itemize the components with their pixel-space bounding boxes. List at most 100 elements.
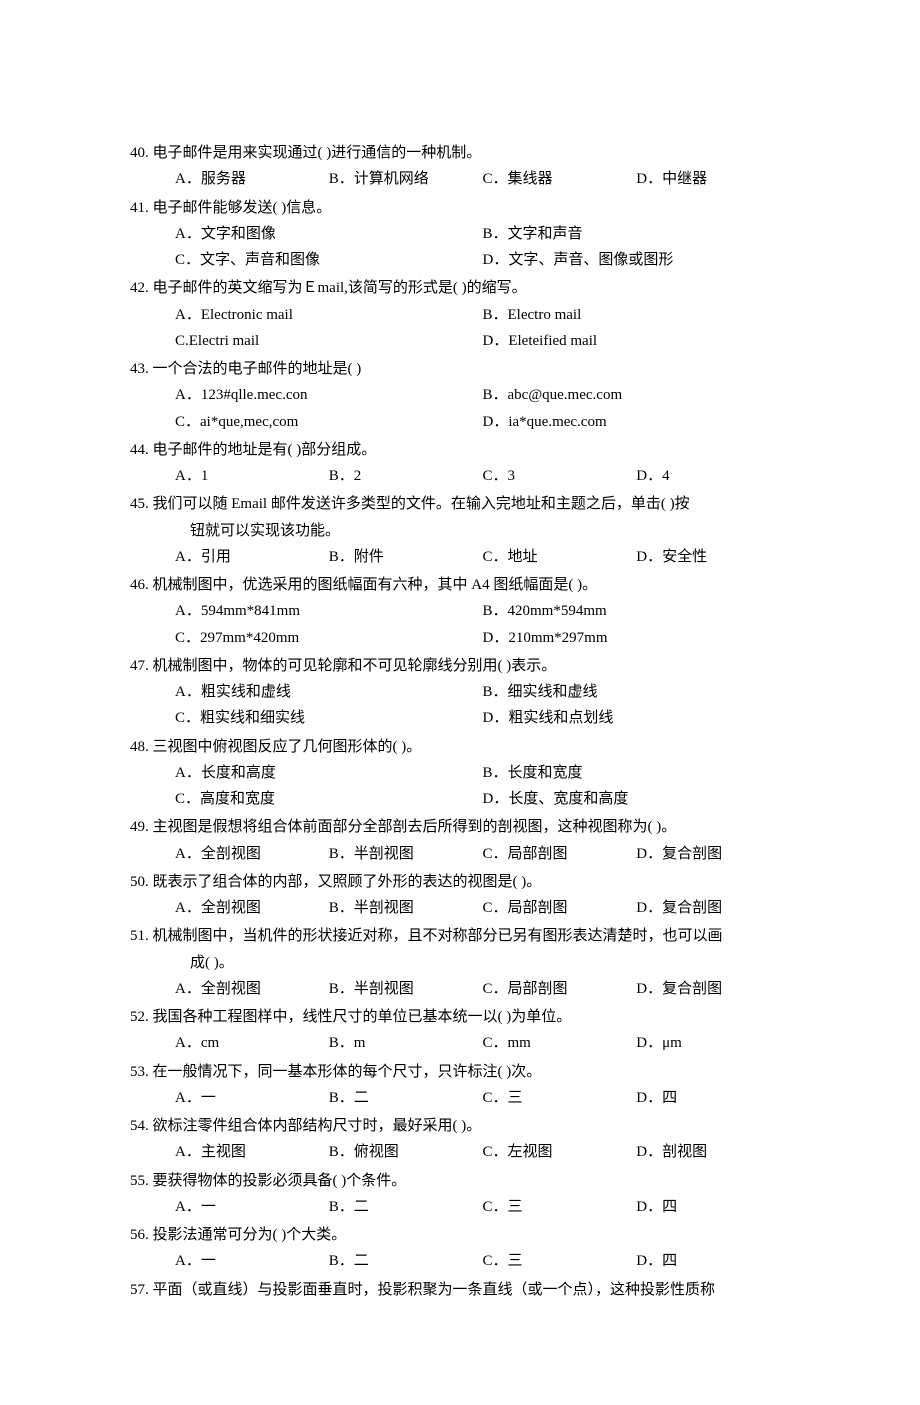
option[interactable]: A．cm: [175, 1030, 329, 1056]
question: 53. 在一般情况下，同一基本形体的每个尺寸，只许标注( )次。A．一B．二C．…: [130, 1059, 790, 1112]
question: 52. 我国各种工程图样中，线性尺寸的单位已基本统一以( )为单位。A．cmB．…: [130, 1004, 790, 1057]
option-label: C．: [175, 791, 200, 807]
option-text: 文字、声音和图像: [200, 252, 320, 268]
option[interactable]: D．Eleteified mail: [483, 328, 791, 354]
option-label: D．: [636, 981, 662, 997]
option-text: 一: [201, 1199, 216, 1215]
option[interactable]: A．服务器: [175, 166, 329, 192]
option-text: 三: [508, 1199, 523, 1215]
option[interactable]: A．1: [175, 463, 329, 489]
option[interactable]: D．210mm*297mm: [483, 625, 791, 651]
option[interactable]: D．复合剖图: [636, 976, 790, 1002]
question-stem: 50. 既表示了组合体的内部，又照顾了外形的表达的视图是( )。: [130, 869, 790, 895]
option-row: A．服务器B．计算机网络C．集线器D．中继器: [130, 166, 790, 192]
option-label: A．: [175, 981, 201, 997]
option[interactable]: C．mm: [483, 1030, 637, 1056]
option[interactable]: D．安全性: [636, 544, 790, 570]
option-label: C．: [483, 468, 508, 484]
option-text: 半剖视图: [354, 981, 414, 997]
option[interactable]: A．粗实线和虚线: [175, 679, 483, 705]
option[interactable]: D．ia*que.mec.com: [483, 409, 791, 435]
option-label: A．: [175, 387, 201, 403]
option[interactable]: D．剖视图: [636, 1139, 790, 1165]
question-stem-continuation: 钮就可以实现该功能。: [130, 518, 790, 544]
question-number: 56.: [130, 1227, 149, 1243]
option[interactable]: C．局部剖图: [483, 976, 637, 1002]
option[interactable]: D．中继器: [636, 166, 790, 192]
option[interactable]: A．全剖视图: [175, 841, 329, 867]
option[interactable]: D．四: [636, 1248, 790, 1274]
option[interactable]: C.Electri mail: [175, 328, 483, 354]
option[interactable]: C．局部剖图: [483, 841, 637, 867]
question: 45. 我们可以随 Email 邮件发送许多类型的文件。在输入完地址和主题之后，…: [130, 491, 790, 570]
option[interactable]: B．半剖视图: [329, 841, 483, 867]
option[interactable]: D．文字、声音、图像或图形: [483, 247, 791, 273]
option[interactable]: A．文字和图像: [175, 221, 483, 247]
option-text: abc@que.mec.com: [508, 387, 623, 403]
option-label: C.: [175, 333, 189, 349]
option[interactable]: B．2: [329, 463, 483, 489]
option[interactable]: B．abc@que.mec.com: [483, 382, 791, 408]
option[interactable]: A．全剖视图: [175, 895, 329, 921]
option[interactable]: C．三: [483, 1194, 637, 1220]
option[interactable]: C．297mm*420mm: [175, 625, 483, 651]
question-number: 44.: [130, 442, 149, 458]
option[interactable]: B．二: [329, 1248, 483, 1274]
option[interactable]: A．长度和高度: [175, 760, 483, 786]
option[interactable]: D．μm: [636, 1030, 790, 1056]
option[interactable]: A．一: [175, 1085, 329, 1111]
option-label: A．: [175, 1199, 201, 1215]
question-stem: 42. 电子邮件的英文缩写为Ｅmail,该简写的形式是( )的缩写。: [130, 275, 790, 301]
option[interactable]: C．地址: [483, 544, 637, 570]
option[interactable]: D．粗实线和点划线: [483, 705, 791, 731]
question: 51. 机械制图中，当机件的形状接近对称，且不对称部分已另有图形表达清楚时，也可…: [130, 923, 790, 1002]
option[interactable]: A．Electronic mail: [175, 302, 483, 328]
option[interactable]: B．附件: [329, 544, 483, 570]
option[interactable]: A．123#qlle.mec.con: [175, 382, 483, 408]
option-label: C．: [483, 981, 508, 997]
option-label: A．: [175, 846, 201, 862]
option[interactable]: B．二: [329, 1085, 483, 1111]
option-label: D．: [636, 171, 662, 187]
option[interactable]: B．细实线和虚线: [483, 679, 791, 705]
option[interactable]: B．m: [329, 1030, 483, 1056]
question-stem-text: 电子邮件能够发送( )信息。: [153, 200, 332, 216]
option[interactable]: C．文字、声音和图像: [175, 247, 483, 273]
option[interactable]: D．四: [636, 1085, 790, 1111]
option[interactable]: B．半剖视图: [329, 976, 483, 1002]
option[interactable]: B．Electro mail: [483, 302, 791, 328]
option[interactable]: C．3: [483, 463, 637, 489]
option[interactable]: A．引用: [175, 544, 329, 570]
question-stem: 54. 欲标注零件组合体内部结构尺寸时，最好采用( )。: [130, 1113, 790, 1139]
option[interactable]: C．ai*que,mec,com: [175, 409, 483, 435]
option[interactable]: C．三: [483, 1248, 637, 1274]
question-stem-text: 欲标注零件组合体内部结构尺寸时，最好采用( )。: [153, 1118, 482, 1134]
question: 48. 三视图中俯视图反应了几何图形体的( )。A．长度和高度B．长度和宽度C．…: [130, 734, 790, 813]
option[interactable]: C．左视图: [483, 1139, 637, 1165]
option[interactable]: A．一: [175, 1194, 329, 1220]
option[interactable]: C．局部剖图: [483, 895, 637, 921]
question-stem: 41. 电子邮件能够发送( )信息。: [130, 195, 790, 221]
option[interactable]: A．594mm*841mm: [175, 598, 483, 624]
option[interactable]: D．复合剖图: [636, 841, 790, 867]
option-text: 三: [508, 1253, 523, 1269]
option[interactable]: A．全剖视图: [175, 976, 329, 1002]
option[interactable]: D．复合剖图: [636, 895, 790, 921]
option[interactable]: D．长度、宽度和高度: [483, 786, 791, 812]
option[interactable]: B．半剖视图: [329, 895, 483, 921]
option[interactable]: B．计算机网络: [329, 166, 483, 192]
option[interactable]: B．420mm*594mm: [483, 598, 791, 624]
option[interactable]: C．粗实线和细实线: [175, 705, 483, 731]
option[interactable]: B．二: [329, 1194, 483, 1220]
option[interactable]: C．高度和宽度: [175, 786, 483, 812]
option[interactable]: B．俯视图: [329, 1139, 483, 1165]
option[interactable]: B．文字和声音: [483, 221, 791, 247]
option[interactable]: C．集线器: [483, 166, 637, 192]
option[interactable]: D．4: [636, 463, 790, 489]
option[interactable]: D．四: [636, 1194, 790, 1220]
option[interactable]: C．三: [483, 1085, 637, 1111]
option[interactable]: B．长度和宽度: [483, 760, 791, 786]
option[interactable]: A．主视图: [175, 1139, 329, 1165]
option-label: B．: [329, 1144, 354, 1160]
option[interactable]: A．一: [175, 1248, 329, 1274]
